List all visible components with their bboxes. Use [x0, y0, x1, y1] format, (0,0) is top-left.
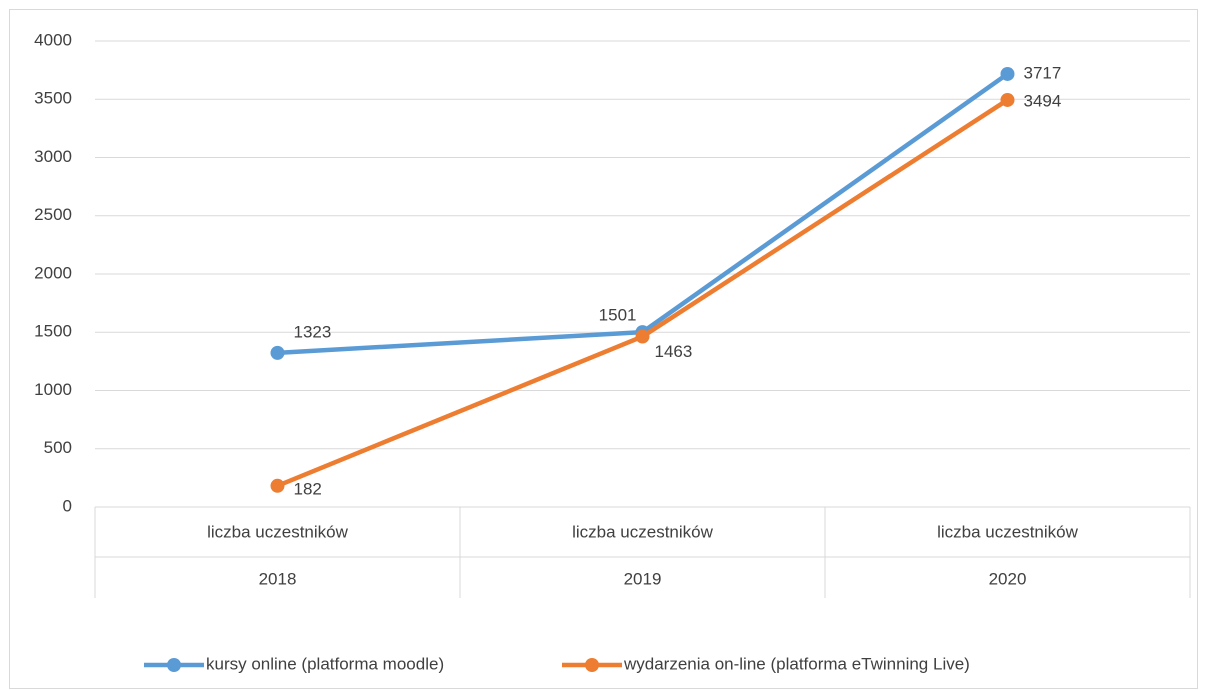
- legend-label: wydarzenia on-line (platforma eTwinning …: [623, 654, 970, 673]
- data-label: 3494: [1024, 91, 1062, 110]
- x-tick-label: 2020: [989, 569, 1027, 588]
- series-marker: [1000, 66, 1015, 81]
- y-tick-label: 1000: [34, 380, 72, 399]
- y-tick-label: 3500: [34, 89, 72, 108]
- chart-frame: [9, 9, 1198, 689]
- y-tick-label: 1500: [34, 322, 72, 341]
- y-tick-label: 500: [44, 438, 72, 457]
- y-tick-label: 4000: [34, 30, 72, 49]
- legend-label: kursy online (platforma moodle): [206, 654, 444, 673]
- data-label: 182: [294, 479, 322, 498]
- series-marker: [635, 329, 650, 344]
- x-tick-label: 2019: [624, 569, 662, 588]
- x-subcategory-label: liczba uczestników: [572, 522, 714, 541]
- y-tick-label: 2000: [34, 263, 72, 282]
- y-tick-label: 0: [63, 496, 72, 515]
- x-tick-label: 2018: [259, 569, 297, 588]
- series-marker: [1000, 92, 1015, 107]
- y-tick-label: 2500: [34, 205, 72, 224]
- data-label: 1323: [294, 322, 332, 341]
- data-label: 1501: [599, 306, 637, 325]
- x-subcategory-label: liczba uczestników: [937, 522, 1079, 541]
- y-tick-label: 3000: [34, 147, 72, 166]
- data-label: 1463: [655, 342, 693, 361]
- legend-marker: [167, 658, 181, 672]
- data-label: 3717: [1024, 63, 1062, 82]
- legend-marker: [585, 658, 599, 672]
- x-subcategory-label: liczba uczestników: [207, 522, 349, 541]
- series-marker: [270, 345, 285, 360]
- series-marker: [270, 478, 285, 493]
